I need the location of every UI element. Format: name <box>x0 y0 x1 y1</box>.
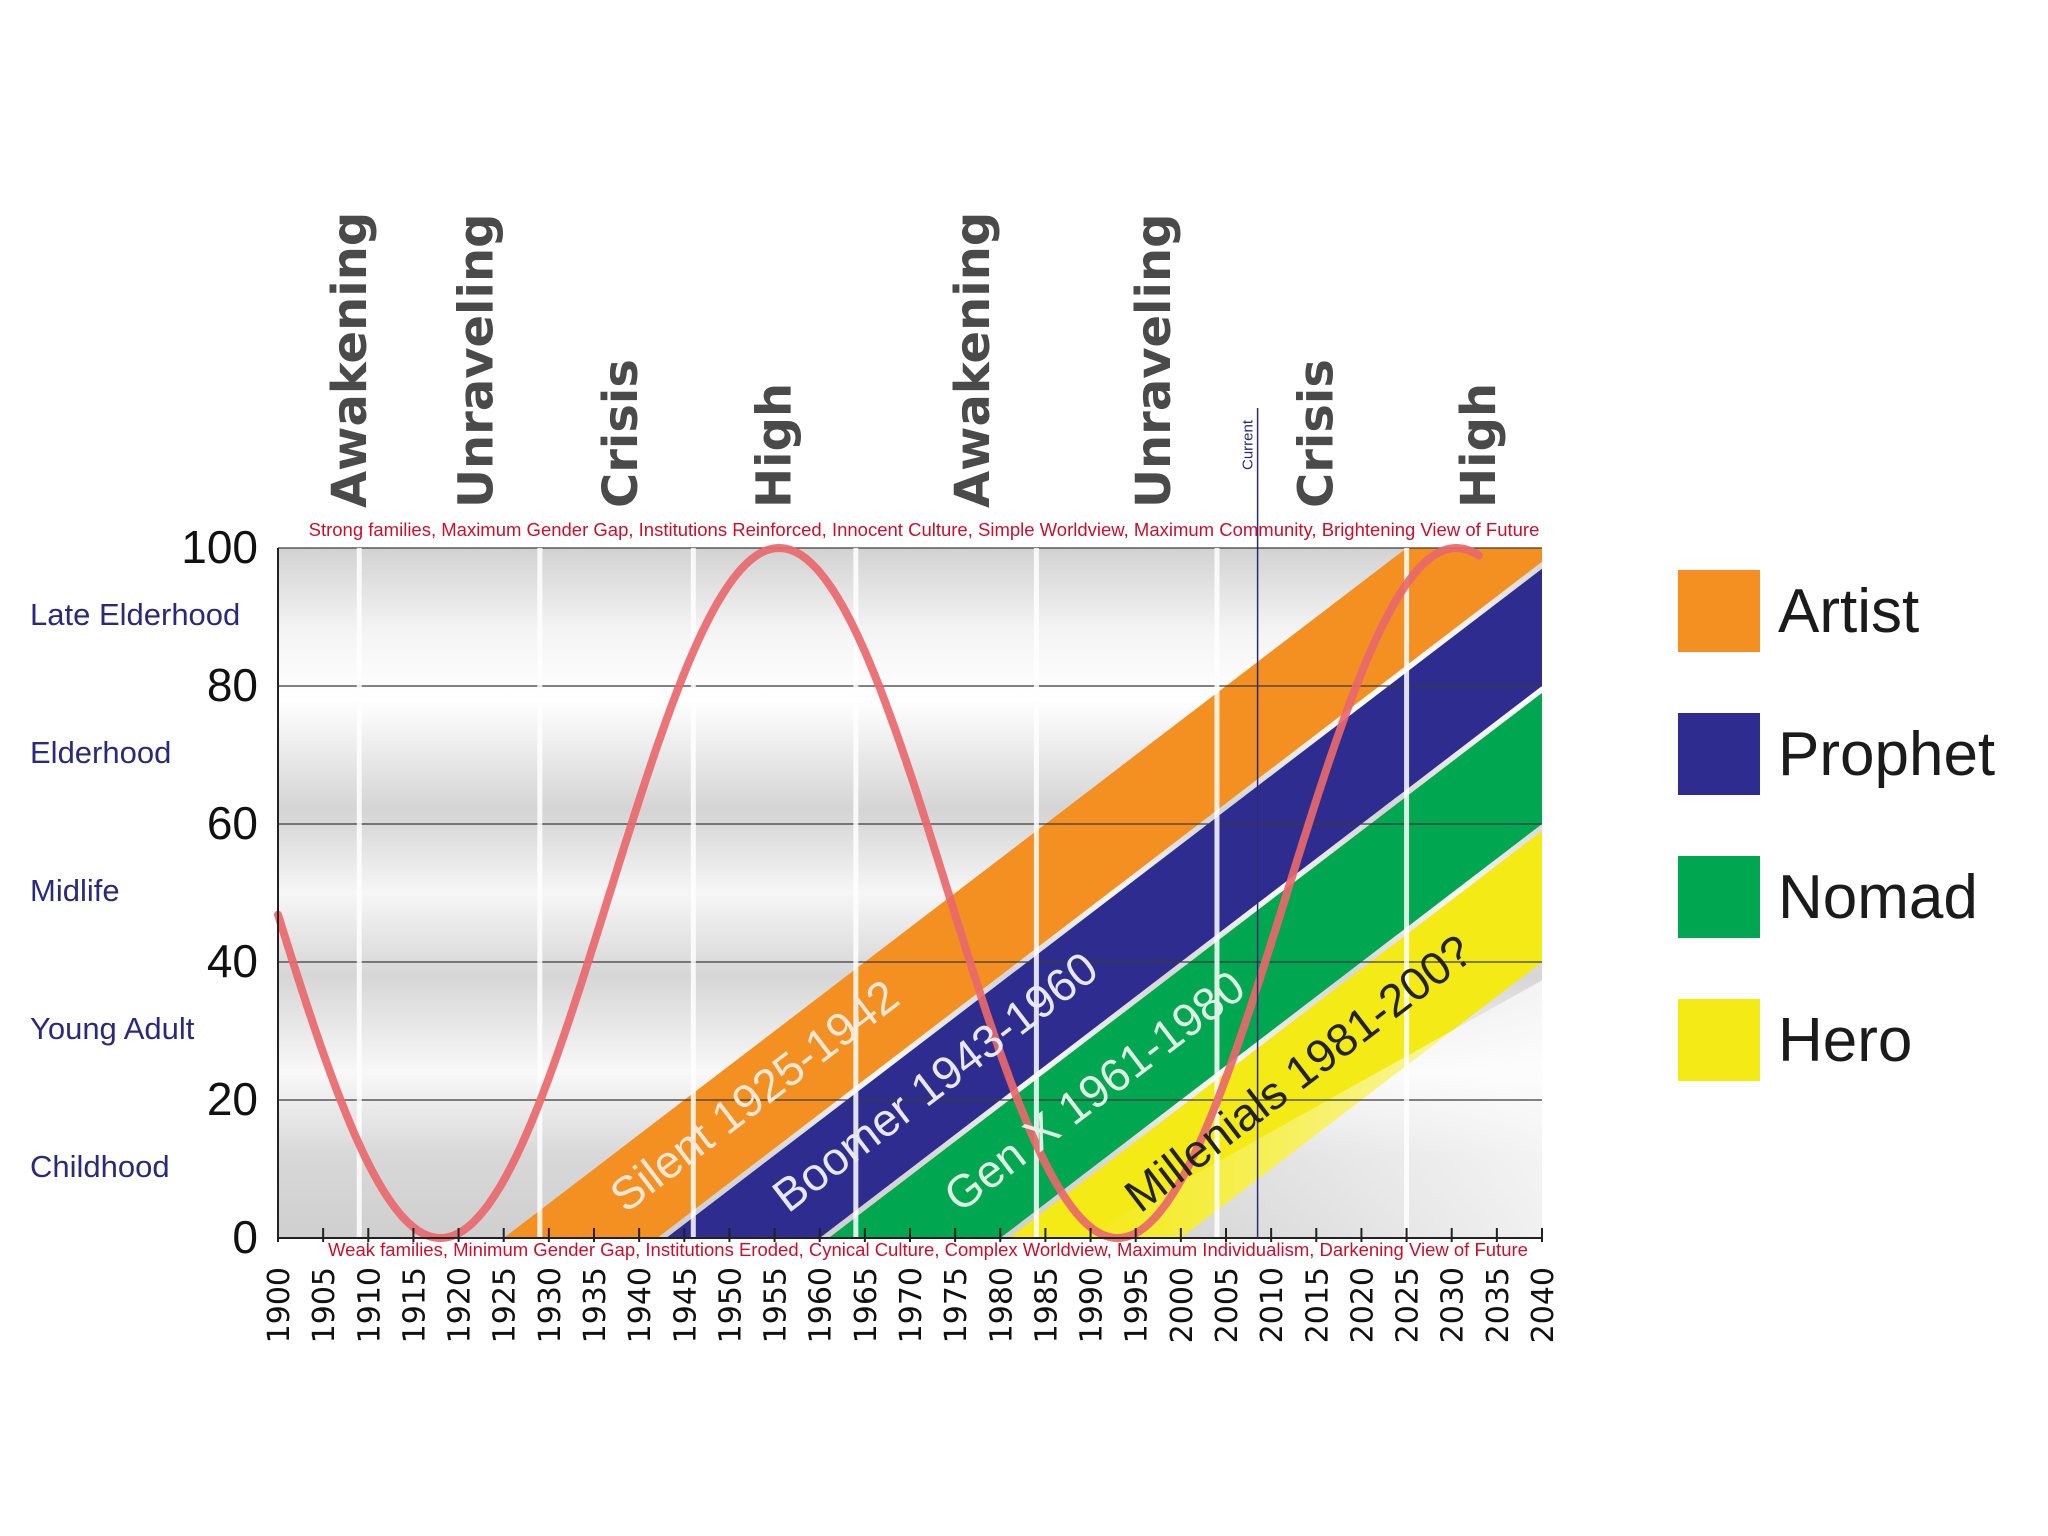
legend-label-nomad: Nomad <box>1778 863 1978 932</box>
x-tick-label: 1975 <box>939 1267 974 1343</box>
x-tick-label: 1985 <box>1029 1267 1064 1343</box>
x-tick-label: 1950 <box>713 1267 748 1343</box>
y-tick-label: 40 <box>207 935 258 987</box>
y-tick-label: 60 <box>207 797 258 849</box>
band-nomad <box>828 692 1542 1238</box>
x-tick-label: 1970 <box>894 1267 929 1343</box>
y-tick-label: 80 <box>207 659 258 711</box>
x-tick-label: 1900 <box>262 1267 297 1343</box>
x-tick-label: 1915 <box>397 1267 432 1343</box>
legend-label-prophet: Prophet <box>1778 720 1995 789</box>
x-tick-label: 1920 <box>443 1267 478 1343</box>
turning-label-crisis: Crisis <box>1288 359 1344 508</box>
y-tick-label: 20 <box>207 1073 258 1125</box>
hero-fade <box>1081 980 1542 1238</box>
legend-swatch-prophet <box>1678 713 1760 795</box>
x-tick-label: 1965 <box>849 1267 884 1343</box>
x-tick-label: 2015 <box>1300 1267 1335 1343</box>
x-tick-label: 1960 <box>804 1267 839 1343</box>
band-prophet <box>666 568 1542 1238</box>
wave-layer <box>274 543 1483 1243</box>
life-stage-labels: Late Elderhood Elderhood Midlife Young Adul… <box>30 597 240 1184</box>
x-tick-label: 2010 <box>1255 1267 1290 1343</box>
turning-label-high: High <box>1451 383 1507 508</box>
x-tick-label: 1990 <box>1075 1267 1110 1343</box>
life-stage-label: Elderhood <box>30 735 171 770</box>
life-stage-label: Childhood <box>30 1149 170 1184</box>
x-tick-label: 2020 <box>1345 1267 1380 1343</box>
turning-label-awakening: Awakening <box>322 212 378 508</box>
x-tick-label: 2030 <box>1436 1267 1471 1343</box>
top-note: Strong families, Maximum Gender Gap, Ins… <box>309 519 1540 540</box>
x-tick-label: 1940 <box>623 1267 658 1343</box>
life-stage-label: Midlife <box>30 873 120 908</box>
x-tick-label: 1935 <box>578 1267 613 1343</box>
x-tick-label: 2005 <box>1210 1267 1245 1343</box>
turning-dividers <box>356 548 1410 1238</box>
x-tick-label: 1995 <box>1120 1267 1155 1343</box>
turning-label-unraveling: Unraveling <box>449 214 505 509</box>
legend-swatch-nomad <box>1678 856 1760 938</box>
axes <box>277 548 1543 1242</box>
x-tick-label: 1910 <box>352 1267 387 1343</box>
legend-label-artist: Artist <box>1778 577 1919 646</box>
x-tick-label: 2040 <box>1526 1267 1561 1343</box>
y-tick-label: 100 <box>181 521 258 573</box>
turning-labels: Awakening Unraveling Crisis High Awakening Un… <box>322 212 1507 508</box>
turning-label-awakening: Awakening <box>945 212 1001 508</box>
life-stage-label: Late Elderhood <box>30 597 240 632</box>
bottom-note: Weak families, Minimum Gender Gap, Insti… <box>328 1239 1528 1260</box>
current-marker-label: Current <box>1240 419 1257 470</box>
x-tick-label: 2025 <box>1391 1267 1426 1343</box>
legend-swatch-hero <box>1678 999 1760 1081</box>
x-tick-label: 2035 <box>1481 1267 1516 1343</box>
x-tick-label: 2000 <box>1165 1267 1200 1343</box>
y-tick-label: 0 <box>232 1211 258 1263</box>
turning-label-high: High <box>747 383 803 508</box>
x-tick-label: 1955 <box>759 1267 794 1343</box>
life-stage-label: Young Adult <box>30 1011 195 1046</box>
turning-label-unraveling: Unraveling <box>1126 214 1182 509</box>
x-tick-label: 1925 <box>488 1267 523 1343</box>
x-tick-labels: 1900 1905 1910 1915 1920 1925 1930 1935 1940 1945… <box>262 1267 1561 1343</box>
x-tick-label: 1905 <box>307 1267 342 1343</box>
wave-line <box>274 543 1483 1243</box>
x-tick-label: 1980 <box>984 1267 1019 1343</box>
x-tick-label: 1945 <box>668 1267 703 1343</box>
legend: Artist Prophet Nomad Hero <box>1678 570 1995 1081</box>
x-tick-label: 1930 <box>533 1267 568 1343</box>
y-tick-labels: 0 20 40 60 80 100 <box>181 521 258 1263</box>
legend-label-hero: Hero <box>1778 1006 1912 1075</box>
legend-swatch-artist <box>1678 570 1760 652</box>
band-artist <box>503 548 1542 1238</box>
turning-label-crisis: Crisis <box>593 359 649 508</box>
